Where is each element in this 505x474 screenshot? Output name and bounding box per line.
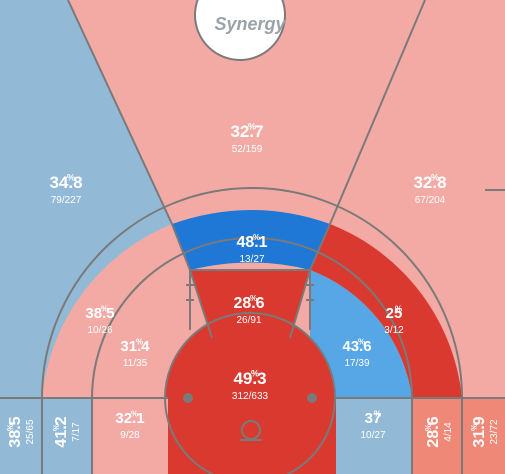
zone-right-wing-three [330,0,505,398]
percent-sign: % [131,409,138,418]
zone-label-left-wing-three: 34.8% 79/227 [49,172,82,206]
zone-left-baseline-mid [42,398,92,474]
percent-sign: % [424,424,433,431]
zone-pct: 41.2 [53,416,70,447]
zone-label-left-long-mid: 38.5% 10/26 [85,304,114,336]
zone-label-left-corner-three: 38.5% 25/65 [6,416,36,447]
zone-pct: 28.6 [233,295,264,312]
percent-sign: % [253,233,260,242]
zone-right-corner-three [462,398,505,474]
percent-sign: % [374,409,381,418]
zone-fraction: 10/26 [87,325,112,336]
zone-pct: 43.6 [342,338,371,355]
zone-left-low-paint-side [92,398,168,474]
percent-sign: % [101,304,108,313]
zone-fraction: 26/91 [236,315,261,326]
zone-fraction: 312/633 [232,391,269,402]
percent-sign: % [431,172,439,182]
zone-fraction: 10/27 [360,430,385,441]
zone-label-left-baseline-mid: 41.2% 7/17 [52,416,82,447]
percent-sign: % [248,121,256,131]
zone-pct: 31.4 [120,338,150,355]
zone-restricted-bottom [168,398,336,474]
synergy-logo: Synergy [214,14,286,34]
zone-fraction: 13/27 [239,254,264,265]
zone-right-baseline-mid [412,398,462,474]
zone-label-restricted-area: 49.3% 312/633 [232,368,269,402]
zone-pct: 32.7 [230,122,263,141]
percent-sign: % [67,172,75,182]
zone-pct: 31.9 [471,416,488,447]
zone-fraction: 79/227 [51,195,82,206]
percent-sign: % [250,294,257,303]
block-right [307,393,317,403]
zone-label-left-low-paint-side: 32.1% 9/28 [115,409,144,441]
zone-label-center-mid: 28.6% 26/91 [233,294,264,326]
zone-fraction: 25/65 [25,419,36,444]
zone-pct: 32.8 [413,173,446,192]
zone-label-right-baseline-mid: 28.6% 4/14 [424,416,454,447]
zone-fraction: 7/17 [71,422,82,442]
zone-left-wing-three [0,0,172,398]
zone-label-right-short-mid: 43.6% 17/39 [342,337,371,369]
zone-pct: 32.1 [115,410,144,427]
zone-right-low-paint-side [336,398,412,474]
zone-label-right-wing-three: 32.8% 67/204 [413,172,446,206]
zone-pct: 34.8 [49,173,82,192]
zone-label-top-of-key-three: 48.1% 13/27 [236,233,267,265]
zone-fraction: 9/28 [120,430,140,441]
zone-label-left-short-mid: 31.4% 11/35 [120,337,150,369]
logo-circle [194,0,286,61]
zone-pct: 38.5 [85,305,114,322]
zone-fraction: 67/204 [415,195,446,206]
lane-hash-marks [186,270,314,330]
zone-pct: 38.5 [7,416,24,447]
zone-pct: 37 [365,410,382,427]
zone-label-deep-center: 32.7% 52/159 [230,121,263,155]
zone-fraction: 4/14 [443,422,454,442]
basket-icon [240,420,262,441]
zone-pct: 28.6 [425,416,442,447]
zone-right-short-mid [310,270,412,398]
block-left [183,393,193,403]
zone-label-right-low-paint-side: 37% 10/27 [360,409,385,441]
percent-sign: % [470,424,479,431]
zone-pct: 48.1 [236,234,267,251]
percent-sign: % [358,337,365,346]
zone-fraction: 23/72 [489,419,500,444]
zone-pct: 25 [386,305,403,322]
zone-left-corner-three [0,398,42,474]
percent-sign: % [395,304,402,313]
zone-left-short-mid [92,270,190,398]
percent-sign: % [136,337,143,346]
percent-sign: % [52,424,61,431]
zone-fraction: 11/35 [123,358,148,369]
zone-labels: 32.7% 52/159 34.8% 79/227 32.8% 67/204 48.1% 13… [6,121,500,447]
zone-fraction: 17/39 [344,358,369,369]
zone-label-right-corner-three: 31.9% 23/72 [470,416,500,447]
zone-left-long-mid [42,224,190,398]
percent-sign: % [251,368,259,378]
percent-sign: % [6,424,15,431]
zone-label-right-long-mid: 25% 3/12 [384,304,404,336]
zone-top-of-key-three [172,210,330,270]
zone-pct: 49.3 [233,369,266,388]
zone-fraction: 3/12 [384,325,404,336]
zone-fraction: 52/159 [232,144,263,155]
